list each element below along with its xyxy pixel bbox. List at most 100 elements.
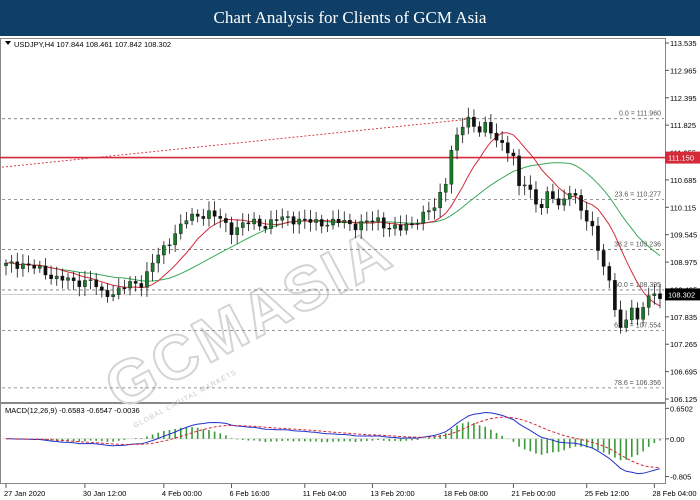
- candle-body: [66, 277, 70, 281]
- candle-body: [54, 275, 59, 279]
- candle-body: [229, 222, 234, 235]
- fib-level-label: 78.6 = 106.356: [614, 380, 661, 387]
- price-tick-label: 110.685: [670, 176, 697, 185]
- candle-body: [32, 265, 36, 269]
- candle-body: [111, 294, 115, 297]
- candle-body: [224, 218, 228, 223]
- candle-body: [167, 244, 172, 247]
- candle-body: [100, 286, 104, 291]
- candle-body: [410, 223, 414, 226]
- candle-body: [483, 122, 488, 133]
- candle-body: [319, 219, 324, 227]
- fib-level-label: 0.0 = 111.960: [619, 111, 661, 118]
- candle-body: [522, 184, 527, 187]
- current-price-label: 108.302: [668, 290, 695, 299]
- date-axis: 27 Jan 2020 30 Jan 12:00 4 Feb 00:00 6 Feb …: [4, 484, 697, 498]
- price-tick-label: 110.115: [670, 203, 696, 212]
- date-tick-label: 27 Jan 2020: [4, 489, 45, 498]
- candle-body: [145, 271, 149, 288]
- candle-body: [303, 218, 307, 221]
- candle-body: [528, 184, 533, 190]
- candle-body: [133, 281, 138, 284]
- price-tick-label: 112.395: [670, 94, 697, 103]
- candle-body: [60, 275, 65, 281]
- candle-body: [494, 132, 499, 141]
- candle-body: [308, 219, 313, 223]
- price-tick-label: 113.535: [670, 39, 697, 48]
- date-tick-label: 4 Feb 00:00: [162, 489, 202, 498]
- candle-body: [105, 290, 110, 297]
- candle-body: [466, 116, 471, 128]
- candle-body: [579, 195, 583, 211]
- candle-body: [534, 189, 538, 205]
- candle-body: [9, 261, 14, 264]
- date-tick-label: 30 Jan 12:00: [83, 489, 126, 498]
- candle-body: [325, 224, 330, 227]
- candle-body: [184, 220, 189, 225]
- trend-line: [1, 118, 474, 168]
- candle-body: [635, 307, 640, 320]
- red-level-tag: [665, 151, 700, 164]
- candle-body: [38, 265, 42, 269]
- price-tick-label: 106.695: [670, 368, 697, 377]
- macd-tick-label: 0.6502: [670, 404, 693, 413]
- candle-body: [94, 279, 99, 288]
- candle-body: [584, 210, 589, 222]
- candle-body: [641, 307, 645, 320]
- candle-body: [122, 287, 127, 289]
- price-tick-label: 108.975: [670, 258, 697, 267]
- candle-body: [43, 265, 48, 276]
- candle-body: [77, 280, 82, 287]
- candle-body: [201, 216, 206, 219]
- price-tick-label: 109.545: [670, 231, 697, 240]
- candle-body: [269, 219, 273, 229]
- candle-body: [257, 218, 262, 227]
- candle-body: [156, 254, 161, 264]
- candle-body: [387, 227, 392, 230]
- page-title: Chart Analysis for Clients of GCM Asia: [0, 0, 700, 36]
- candle-body: [353, 223, 358, 231]
- candle-body: [365, 220, 369, 223]
- candle-body: [567, 193, 572, 200]
- candle-body: [348, 220, 352, 225]
- fib-level-label: 38.2 = 109.236: [614, 242, 661, 249]
- candle-body: [370, 220, 375, 223]
- candle-body: [83, 280, 87, 287]
- candle-body: [596, 225, 600, 251]
- price-tick-label: 111.825: [670, 121, 696, 130]
- candle-body: [472, 116, 476, 127]
- candle-body: [297, 218, 301, 225]
- macd-indicator: 0.6502 0.00 -0.805: [2, 404, 693, 482]
- candle-body: [427, 210, 431, 213]
- date-tick-label: 6 Feb 16:00: [230, 489, 270, 498]
- candle-body: [280, 216, 285, 221]
- candle-body: [212, 210, 217, 217]
- current-price-tag: [665, 288, 700, 301]
- candlesticks: [4, 107, 662, 334]
- candle-body: [88, 279, 93, 281]
- candle-body: [71, 277, 76, 281]
- candle-body: [26, 263, 31, 266]
- dropdown-triangle-icon[interactable]: [5, 41, 11, 45]
- candle-body: [240, 222, 245, 228]
- date-tick-label: 13 Feb 20:00: [370, 489, 414, 498]
- candle-body: [150, 262, 155, 272]
- candle-body: [630, 307, 634, 321]
- candle-body: [342, 220, 347, 223]
- macd-pane: [0, 403, 666, 484]
- fib-level-label: 61.8 = 107.554: [614, 322, 661, 329]
- candle-body: [128, 281, 132, 289]
- candle-body: [460, 126, 465, 136]
- candle-body: [607, 266, 612, 281]
- fibonacci-levels: 0.0 = 111.960 23.6 = 110.277 38.2 = 109.23…: [2, 111, 664, 389]
- candle-body: [551, 191, 555, 199]
- price-tick-label: 107.265: [670, 340, 697, 349]
- fib-level-label: 50.0 = 108.395: [614, 282, 661, 289]
- candle-body: [511, 152, 516, 157]
- candle-body: [421, 211, 426, 224]
- candle-body: [590, 220, 595, 227]
- candle-body: [489, 122, 493, 134]
- candle-body: [545, 191, 550, 208]
- macd-line: [5, 411, 661, 475]
